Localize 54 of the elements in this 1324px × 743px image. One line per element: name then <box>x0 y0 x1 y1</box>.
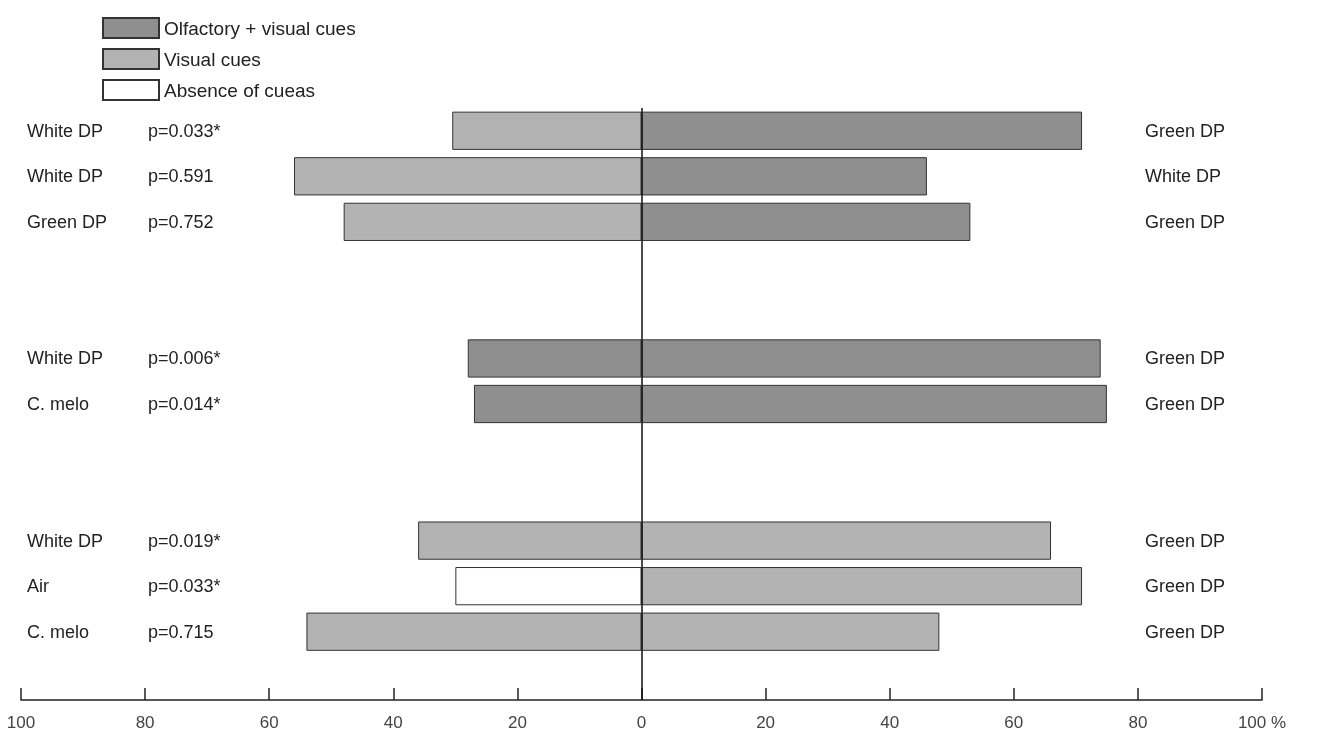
y2-tick-label: Green DP <box>1145 394 1226 414</box>
bar <box>473 384 642 424</box>
x-tick-label: 80 <box>1128 713 1148 732</box>
y2-tick-label: Green DP <box>1145 348 1226 369</box>
y2-tick-label: White DP <box>1145 166 1222 187</box>
x-tick-label: 80 <box>135 713 155 732</box>
annotation: p=0.033* <box>148 120 221 141</box>
annotation: p=0.033* <box>148 576 221 597</box>
bar <box>641 339 1101 378</box>
bar <box>306 612 642 651</box>
y2-tick-label: Green DP <box>1145 211 1226 232</box>
x-tick-label: 40 <box>383 713 403 732</box>
bar <box>452 111 642 150</box>
bar <box>641 157 927 196</box>
bar <box>641 567 1083 606</box>
bar <box>641 612 940 651</box>
annotation: p=0.715 <box>148 621 214 642</box>
y-tick-label: C. melo <box>27 394 90 414</box>
y-tick-label: White DP <box>27 120 104 141</box>
x-tick-label: 20 <box>507 713 527 732</box>
y-tick-label: C. melo <box>27 621 90 642</box>
y2-tick-label: Green DP <box>1145 120 1226 141</box>
legend-label: Absence of cueas <box>164 79 316 101</box>
bar <box>294 157 642 196</box>
bar <box>641 111 1083 150</box>
annotation: p=0.006* <box>148 348 221 369</box>
annotation: p=0.014* <box>148 394 221 414</box>
y-tick-label: Air <box>27 576 49 597</box>
x-tick-label: 20 <box>756 713 776 732</box>
legend-label: Olfactory + visual cues <box>164 17 356 39</box>
legend-label: Visual cues <box>164 48 261 70</box>
annotation: p=0.752 <box>148 211 214 232</box>
annotation: p=0.019* <box>148 530 221 551</box>
y2-tick-label: Green DP <box>1145 621 1226 642</box>
bar <box>641 202 971 241</box>
bar <box>641 521 1052 560</box>
x-tick-label: 60 <box>259 713 279 732</box>
y-tick-label: Green DP <box>27 211 108 232</box>
x-tick-label: 100 % <box>1237 713 1287 732</box>
annotation: p=0.591 <box>148 166 214 187</box>
y-tick-label: White DP <box>27 166 104 187</box>
bar <box>641 384 1107 424</box>
y2-tick-label: Green DP <box>1145 530 1226 551</box>
bar <box>343 202 642 241</box>
y-tick-label: White DP <box>27 348 104 369</box>
x-tick-label: 60 <box>1004 713 1024 732</box>
x-tick-label: 0 <box>636 713 647 732</box>
x-tick-label: 40 <box>880 713 900 732</box>
y-tick-label: White DP <box>27 530 104 551</box>
bar <box>467 339 642 378</box>
y2-tick-label: Green DP <box>1145 576 1226 597</box>
bar <box>418 521 642 560</box>
x-tick-label: 100 <box>6 713 36 732</box>
bar <box>455 567 642 606</box>
